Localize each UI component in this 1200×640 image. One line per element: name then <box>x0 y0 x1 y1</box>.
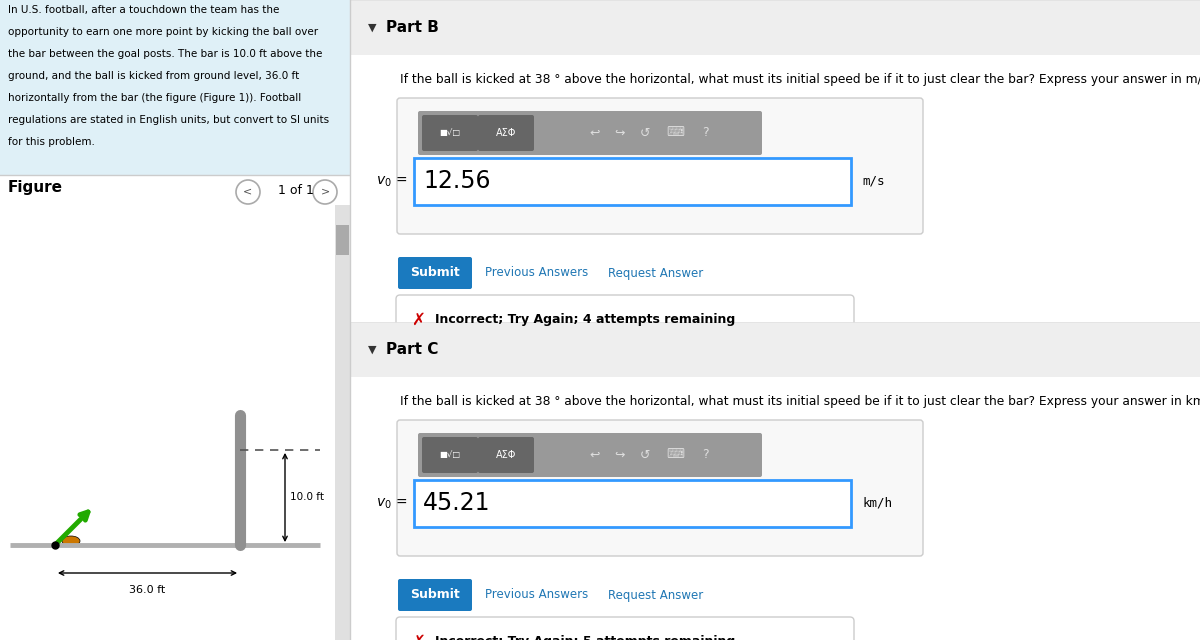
Text: opportunity to earn one more point by kicking the ball over: opportunity to earn one more point by ki… <box>8 27 318 37</box>
Ellipse shape <box>62 536 80 546</box>
Bar <box>0 0 350 175</box>
Text: If the ball is kicked at 38 ° above the horizontal, what must its initial speed : If the ball is kicked at 38 ° above the … <box>400 73 1200 86</box>
Text: $v_0$ =: $v_0$ = <box>376 174 407 189</box>
Bar <box>335 205 350 640</box>
Text: ✗: ✗ <box>412 633 425 640</box>
Text: Previous Answers: Previous Answers <box>485 589 588 602</box>
Text: Request Answer: Request Answer <box>608 266 703 280</box>
FancyBboxPatch shape <box>478 437 534 473</box>
FancyBboxPatch shape <box>414 158 851 205</box>
Text: ✗: ✗ <box>412 311 425 329</box>
Text: ΑΣΦ: ΑΣΦ <box>496 128 516 138</box>
Text: ΑΣΦ: ΑΣΦ <box>496 450 516 460</box>
Text: regulations are stated in English units, but convert to SI units: regulations are stated in English units,… <box>8 115 329 125</box>
Text: for this problem.: for this problem. <box>8 137 95 147</box>
Bar <box>336 225 349 255</box>
FancyBboxPatch shape <box>398 257 472 289</box>
Text: 1 of 1: 1 of 1 <box>278 184 314 198</box>
Text: ?: ? <box>702 449 708 461</box>
Text: 12.56: 12.56 <box>424 170 491 193</box>
Text: the bar between the goal posts. The bar is 10.0 ft above the: the bar between the goal posts. The bar … <box>8 49 323 59</box>
FancyBboxPatch shape <box>397 98 923 234</box>
Text: ▼: ▼ <box>368 344 377 355</box>
Text: Incorrect; Try Again; 5 attempts remaining: Incorrect; Try Again; 5 attempts remaini… <box>436 636 736 640</box>
Text: If the ball is kicked at 38 ° above the horizontal, what must its initial speed : If the ball is kicked at 38 ° above the … <box>400 395 1200 408</box>
Bar <box>350 377 1200 640</box>
Text: ⌨: ⌨ <box>666 449 684 461</box>
Text: ?: ? <box>702 127 708 140</box>
FancyBboxPatch shape <box>396 295 854 345</box>
Text: In U.S. football, after a touchdown the team has the: In U.S. football, after a touchdown the … <box>8 5 280 15</box>
Text: m/s: m/s <box>862 175 884 188</box>
Text: Incorrect; Try Again; 4 attempts remaining: Incorrect; Try Again; 4 attempts remaini… <box>436 314 736 326</box>
Text: Request Answer: Request Answer <box>608 589 703 602</box>
Text: ↪: ↪ <box>614 127 625 140</box>
Text: km/h: km/h <box>862 497 892 510</box>
Text: ⌨: ⌨ <box>666 127 684 140</box>
Bar <box>350 322 1200 377</box>
Text: ↪: ↪ <box>614 449 625 461</box>
FancyBboxPatch shape <box>422 437 478 473</box>
Text: Part B: Part B <box>386 20 439 35</box>
Text: Submit: Submit <box>410 266 460 280</box>
Text: ↩: ↩ <box>589 127 600 140</box>
Bar <box>0 175 350 640</box>
Bar <box>350 0 1200 55</box>
Text: ■√□: ■√□ <box>439 451 461 460</box>
Text: Previous Answers: Previous Answers <box>485 266 588 280</box>
FancyBboxPatch shape <box>397 420 923 556</box>
Text: <: < <box>244 186 253 196</box>
Text: Part C: Part C <box>386 342 438 357</box>
FancyBboxPatch shape <box>422 115 478 151</box>
Text: ▼: ▼ <box>368 22 377 33</box>
Text: 45.21: 45.21 <box>424 492 491 515</box>
Text: Submit: Submit <box>410 589 460 602</box>
Text: ground, and the ball is kicked from ground level, 36.0 ft: ground, and the ball is kicked from grou… <box>8 71 299 81</box>
FancyBboxPatch shape <box>398 579 472 611</box>
Text: 10.0 ft: 10.0 ft <box>290 493 324 502</box>
Text: ↺: ↺ <box>640 449 650 461</box>
Text: $v_0$ =: $v_0$ = <box>376 496 407 511</box>
FancyBboxPatch shape <box>418 111 762 155</box>
Text: ↺: ↺ <box>640 127 650 140</box>
Text: 36.0 ft: 36.0 ft <box>130 585 166 595</box>
Text: ■√□: ■√□ <box>439 129 461 138</box>
FancyBboxPatch shape <box>396 617 854 640</box>
Text: >: > <box>320 186 330 196</box>
FancyBboxPatch shape <box>418 433 762 477</box>
FancyBboxPatch shape <box>478 115 534 151</box>
Text: Figure: Figure <box>8 180 64 195</box>
FancyBboxPatch shape <box>414 480 851 527</box>
Text: horizontally from the bar (the figure (Figure 1)). Football: horizontally from the bar (the figure (F… <box>8 93 301 103</box>
Text: ↩: ↩ <box>589 449 600 461</box>
